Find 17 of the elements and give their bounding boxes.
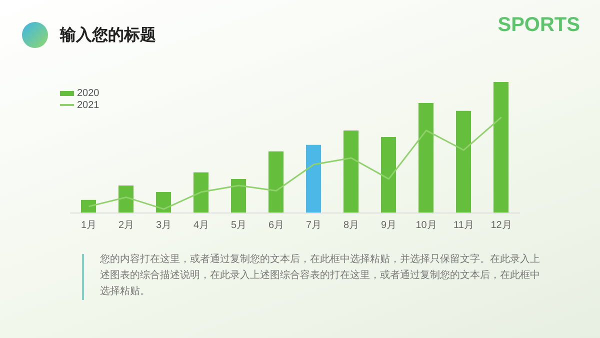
legend-label: 2021 <box>76 99 100 111</box>
x-tick-label: 10月 <box>416 220 437 232</box>
x-tick-label: 3月 <box>156 220 172 232</box>
x-tick-label: 6月 <box>268 220 284 232</box>
x-tick-label: 8月 <box>343 220 360 232</box>
legend-label: 2020 <box>76 87 100 99</box>
x-tick-label: 2月 <box>118 220 134 232</box>
x-tick-label: 1月 <box>80 220 97 232</box>
x-tick-label: 9月 <box>380 220 397 232</box>
x-tick-label: 12月 <box>490 220 512 232</box>
x-tick-label: 4月 <box>193 220 210 232</box>
chart-title: 输入您的标题 <box>60 25 156 46</box>
x-tick-label: 5月 <box>230 220 247 232</box>
x-tick-label: 11月 <box>454 220 474 232</box>
text: SPORTS <box>498 14 580 37</box>
x-tick-label: 7月 <box>306 220 322 232</box>
text: 您的内容打在这里，或者通过复制您的文本后，在此框中选择粘贴，并选择只保留文字。在此录入上述图表的综合描述说明，在此录入上述图综合容表的打在这里，或者通过复制您的文本后，在此框中选择粘贴。 <box>100 252 540 299</box>
